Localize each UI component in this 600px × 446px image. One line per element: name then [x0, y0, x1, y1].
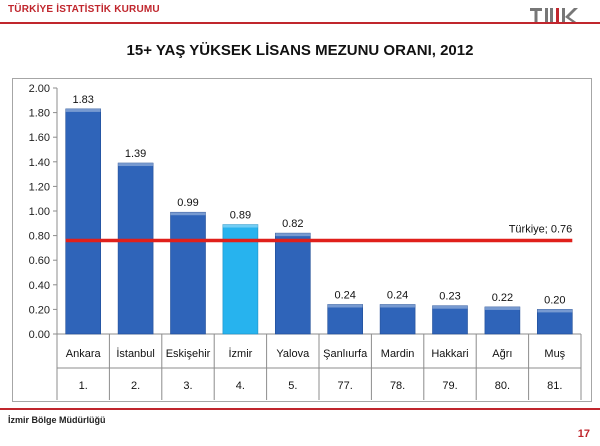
chart-title: 15+ YAŞ YÜKSEK LİSANS MEZUNU ORANI, 2012	[126, 42, 474, 59]
bar-10	[536, 309, 573, 335]
y-tick-label: 1.80	[29, 108, 50, 120]
category-label: Ankara	[66, 348, 102, 360]
rank-label: 77.	[338, 380, 353, 392]
bar-highlight-edge	[432, 305, 468, 309]
data-label: 0.22	[492, 292, 513, 304]
data-label: 0.99	[177, 197, 198, 209]
bar-highlight-edge	[380, 304, 416, 308]
bar-3	[170, 211, 206, 335]
bar-highlight-edge	[484, 306, 520, 310]
bar-9	[484, 306, 521, 335]
page-number: 17	[577, 428, 590, 440]
bar-8	[432, 305, 468, 335]
data-label: 0.89	[230, 210, 251, 222]
office-name: İzmir Bölge Müdürlüğü	[8, 415, 106, 425]
category-label: İstanbul	[116, 347, 155, 360]
y-tick-label: 1.20	[29, 181, 50, 193]
bar-highlight-edge	[170, 212, 206, 216]
rank-label: 2.	[131, 380, 140, 392]
category-label: Hakkari	[431, 348, 468, 360]
y-tick-label: 0.20	[29, 304, 50, 316]
header-divider	[0, 22, 600, 24]
bar-highlight-edge	[118, 163, 154, 167]
bar-5	[274, 232, 311, 335]
bar-highlight-edge	[327, 304, 363, 308]
category-label: Ağrı	[492, 348, 512, 360]
data-label: 0.23	[439, 291, 460, 303]
data-label: 0.82	[282, 218, 303, 230]
rank-label: 79.	[442, 380, 457, 392]
tuik-logo	[530, 6, 584, 31]
data-label: 1.83	[72, 94, 93, 106]
y-tick-label: 0.40	[29, 280, 50, 292]
y-tick-label: 1.40	[29, 157, 50, 169]
category-label: İzmir	[228, 347, 252, 360]
category-label: Mardin	[381, 348, 415, 360]
organization-name: TÜRKİYE İSTATİSTİK KURUMU	[8, 4, 160, 15]
category-label: Şanlıurfa	[323, 348, 368, 360]
rank-label: 1.	[79, 380, 88, 392]
bar-2	[117, 162, 154, 335]
y-tick-label: 2.00	[29, 83, 50, 95]
reference-label: Türkiye; 0.76	[509, 224, 573, 236]
rank-label: 4.	[236, 380, 245, 392]
y-tick-label: 1.60	[29, 132, 50, 144]
rank-label: 81.	[547, 380, 562, 392]
bar-6	[327, 304, 364, 335]
rank-label: 78.	[390, 380, 405, 392]
data-label: 0.20	[544, 294, 565, 306]
rank-label: 3.	[183, 380, 192, 392]
bar-1	[65, 108, 101, 335]
bar-highlight-edge	[275, 233, 311, 237]
y-tick-label: 0.80	[29, 231, 50, 243]
category-label: Eskişehir	[166, 348, 211, 360]
bar-highlight-edge	[65, 108, 101, 112]
category-label: Yalova	[276, 348, 310, 360]
data-label: 1.39	[125, 148, 146, 160]
bar-7	[379, 304, 416, 335]
y-tick-label: 1.00	[29, 206, 50, 218]
y-tick-label: 0.00	[29, 329, 50, 341]
bar-highlight-edge	[222, 224, 258, 228]
chart-frame	[12, 78, 592, 402]
rank-label: 80.	[495, 380, 510, 392]
category-label: Muş	[544, 348, 565, 360]
bar-highlight-edge	[537, 309, 573, 313]
bar-4	[222, 224, 259, 335]
data-label: 0.24	[334, 289, 355, 301]
y-tick-label: 0.60	[29, 255, 50, 267]
rank-label: 5.	[288, 380, 297, 392]
footer-divider	[0, 408, 600, 410]
data-label: 0.24	[387, 289, 408, 301]
